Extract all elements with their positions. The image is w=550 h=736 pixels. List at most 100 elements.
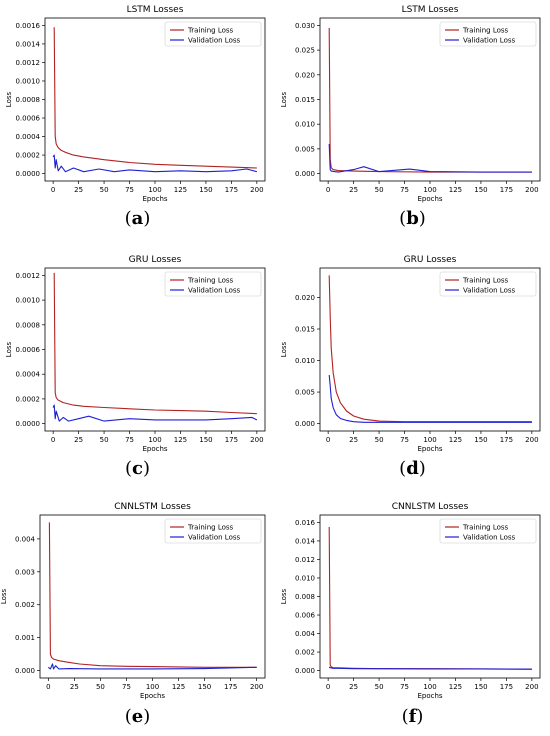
y-tick-label-f-5: 0.010: [295, 574, 315, 582]
legend-label-d-1: Validation Loss: [463, 287, 515, 295]
series-line-b-training: [328, 27, 532, 173]
y-axis-label-f: Loss: [280, 588, 288, 604]
x-tick-label-b-4: 100: [423, 186, 436, 194]
y-tick-label-e-0: 0.000: [15, 667, 35, 675]
series-line-a-validation: [52, 154, 258, 173]
caption-a: (a): [124, 208, 151, 229]
y-tick-label-d-2: 0.010: [295, 357, 315, 365]
legend-label-c-1: Validation Loss: [188, 287, 240, 295]
x-tick-label-b-3: 75: [400, 186, 409, 194]
y-tick-label-c-3: 0.0006: [16, 346, 41, 354]
x-axis-label-f: Epochs: [417, 692, 442, 700]
chart-title-f: CNNLSTM Losses: [392, 502, 469, 512]
series-line-c-training: [53, 272, 257, 415]
x-tick-label-e-2: 50: [96, 683, 105, 691]
x-tick-label-a-4: 100: [148, 186, 161, 194]
legend-label-d-0: Training Loss: [462, 277, 509, 285]
legend-label-c-0: Training Loss: [187, 277, 234, 285]
y-tick-label-e-3: 0.003: [15, 568, 35, 576]
legend-box-a: [164, 21, 262, 47]
y-tick-label-f-7: 0.014: [295, 537, 316, 545]
legend-label-a-0: Training Loss: [187, 27, 234, 35]
x-tick-label-a-5: 125: [174, 186, 187, 194]
legend-box-f: [439, 518, 537, 544]
x-tick-label-f-8: 200: [525, 683, 538, 691]
chart-title-e: CNNLSTM Losses: [114, 502, 191, 512]
x-tick-label-c-7: 175: [225, 436, 238, 444]
y-tick-label-d-4: 0.020: [295, 294, 315, 302]
y-tick-label-c-6: 0.0012: [16, 272, 41, 280]
x-tick-label-a-8: 200: [250, 186, 263, 194]
x-tick-label-f-4: 100: [423, 683, 436, 691]
y-tick-label-b-1: 0.005: [295, 145, 315, 153]
x-tick-label-b-0: 0: [326, 186, 330, 194]
x-tick-label-e-8: 200: [250, 683, 263, 691]
series-line-d-validation: [328, 374, 532, 423]
y-tick-label-d-1: 0.005: [295, 389, 315, 397]
caption-e: (e): [124, 706, 151, 727]
y-tick-label-c-1: 0.0002: [16, 395, 41, 403]
x-tick-label-e-5: 125: [172, 683, 185, 691]
legend-box-c: [164, 271, 262, 297]
x-axis-label-d: Epochs: [417, 445, 442, 453]
y-tick-label-d-0: 0.000: [295, 420, 315, 428]
legend-label-e-0: Training Loss: [187, 524, 234, 532]
y-tick-label-f-2: 0.004: [295, 630, 316, 638]
x-tick-label-a-1: 25: [74, 186, 83, 194]
x-tick-label-c-2: 50: [100, 436, 109, 444]
legend-label-b-0: Training Loss: [462, 27, 509, 35]
series-line-f-training: [328, 526, 532, 670]
y-tick-label-f-6: 0.012: [295, 556, 315, 564]
y-tick-label-c-2: 0.0004: [16, 371, 41, 379]
x-tick-label-d-0: 0: [326, 436, 330, 444]
caption-f: (f): [401, 706, 424, 727]
x-tick-label-d-3: 75: [400, 436, 409, 444]
chart-f: CNNLSTM Losses 0 25 50 75 100 125 150 175 200 0.00…: [280, 502, 541, 700]
y-tick-label-b-3: 0.015: [295, 96, 315, 104]
y-axis-label-d: Loss: [280, 341, 288, 357]
y-axis-label-b: Loss: [280, 91, 288, 107]
x-axis-label-e: Epochs: [140, 692, 165, 700]
series-line-d-training: [328, 275, 532, 423]
x-tick-label-d-8: 200: [525, 436, 538, 444]
x-tick-label-a-7: 175: [225, 186, 238, 194]
series-line-c-validation: [52, 404, 258, 422]
y-tick-label-a-1: 0.0002: [16, 152, 41, 160]
x-tick-label-c-1: 25: [74, 436, 83, 444]
caption-d: (d): [399, 458, 426, 479]
caption-c: (c): [124, 458, 151, 479]
x-tick-label-d-4: 100: [423, 436, 436, 444]
x-tick-label-e-6: 150: [198, 683, 211, 691]
x-tick-label-f-3: 75: [400, 683, 409, 691]
x-tick-label-b-7: 175: [500, 186, 513, 194]
x-tick-label-b-8: 200: [525, 186, 538, 194]
x-tick-label-d-2: 50: [375, 436, 384, 444]
x-tick-label-a-3: 75: [125, 186, 134, 194]
y-tick-label-a-0: 0.0000: [16, 170, 41, 178]
y-tick-label-e-2: 0.002: [15, 601, 35, 609]
x-tick-label-c-5: 125: [174, 436, 187, 444]
legend-box-d: [439, 271, 537, 297]
x-tick-label-a-2: 50: [100, 186, 109, 194]
x-tick-label-b-6: 150: [474, 186, 487, 194]
x-tick-label-f-5: 125: [449, 683, 462, 691]
y-tick-label-b-4: 0.020: [295, 71, 315, 79]
x-tick-label-b-5: 125: [449, 186, 462, 194]
y-tick-label-c-5: 0.0010: [16, 297, 41, 305]
legend-label-f-1: Validation Loss: [463, 534, 515, 542]
chart-a: LSTM Losses 0 25 50 75 100 125 150 175 200 0.0000 0…: [5, 5, 266, 203]
x-tick-label-a-0: 0: [51, 186, 55, 194]
y-tick-label-b-2: 0.010: [295, 121, 315, 129]
y-tick-label-b-6: 0.030: [295, 22, 315, 30]
x-tick-label-f-7: 175: [500, 683, 513, 691]
series-line-e-training: [48, 522, 257, 668]
x-tick-label-d-5: 125: [449, 436, 462, 444]
x-tick-label-c-4: 100: [148, 436, 161, 444]
caption-b: (b): [399, 208, 426, 229]
series-line-a-training: [53, 27, 257, 169]
x-tick-label-e-3: 75: [122, 683, 131, 691]
x-tick-label-f-0: 0: [326, 683, 330, 691]
x-tick-label-e-7: 175: [224, 683, 237, 691]
x-tick-label-b-1: 25: [349, 186, 358, 194]
